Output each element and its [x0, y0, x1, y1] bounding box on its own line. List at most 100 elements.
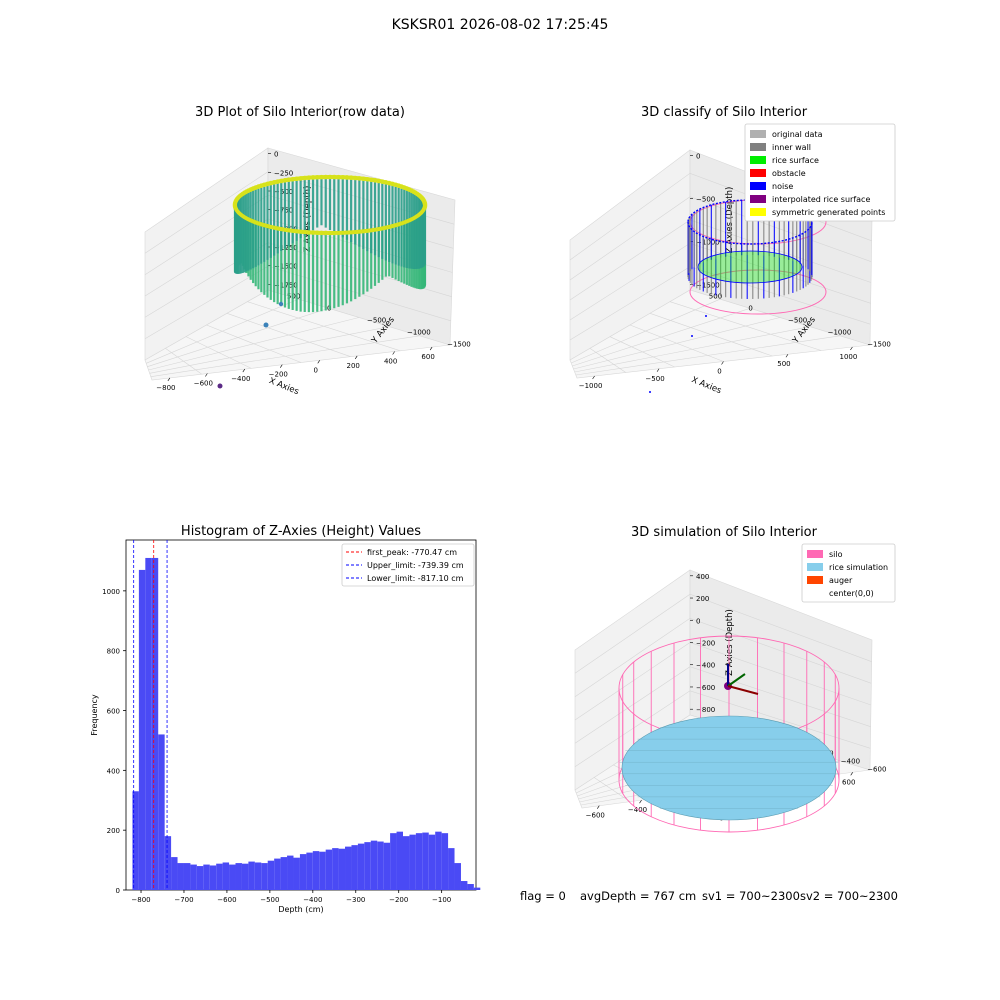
cls-grid-line [575, 335, 841, 376]
sim-xtick-mark [597, 805, 600, 809]
cls-xtick-label: −1000 [579, 382, 603, 390]
raw-x-axis-label: X Axies [267, 376, 300, 397]
cls-legend-label: inner wall [772, 143, 811, 152]
sim-xtick-mark [850, 772, 853, 776]
cls-legend-swatch [750, 182, 766, 190]
hist-legend-label: Lower_limit: -817.10 cm [367, 574, 464, 583]
hist-bar [460, 881, 468, 890]
cls-x-axis-label: X Axies [690, 375, 723, 396]
cls-xtick-mark [656, 368, 660, 372]
raw-point-cloud [232, 174, 428, 313]
hist-ytick-label: 800 [107, 648, 120, 656]
cls-xtick-label: −500 [645, 375, 664, 383]
cls-legend-label: interpolated rice surface [772, 195, 870, 204]
hist-bar [254, 862, 262, 890]
raw-ytick-label: −500 [367, 317, 386, 325]
hist-xtick-label: −700 [174, 896, 193, 904]
hist-bar [390, 833, 397, 890]
sim-ztick-label: 400 [696, 573, 709, 581]
cls-legend-label: original data [772, 130, 823, 139]
sim-legend-swatch [807, 550, 823, 558]
cls-legend-swatch [750, 156, 766, 164]
sim-legend-swatch [807, 563, 823, 571]
hist-bar [261, 863, 268, 890]
hist-bar [241, 863, 249, 890]
hist-bar [435, 831, 442, 890]
raw-xtick-mark [242, 368, 246, 373]
hist-bar [196, 866, 204, 890]
cls-xtick-mark [850, 346, 853, 351]
raw-outlier-point [217, 383, 223, 389]
hist-bar [280, 857, 288, 890]
sim-ztick-label: 0 [696, 617, 700, 625]
sim-z-axis-label: Z Axies (Depth) [725, 609, 735, 676]
sim-legend-swatch [807, 576, 823, 584]
sim-grid-line [574, 593, 872, 674]
cls-xtick-label: 0 [717, 368, 721, 376]
raw-xtick-label: 0 [313, 366, 317, 374]
hist-bar [338, 848, 346, 890]
sim-x-arrow [727, 685, 759, 695]
raw-xtick-label: −400 [231, 375, 250, 383]
raw-ztick-label: −500 [274, 188, 293, 196]
cls-legend-box [744, 123, 896, 222]
hist-xtick-label: −500 [260, 896, 279, 904]
sim-ztick-label: −800 [696, 706, 715, 714]
hist-xtick-label: −100 [432, 896, 451, 904]
raw-xtick-label: −800 [156, 384, 175, 392]
hist-bar [370, 840, 378, 890]
cls-z-axis-label: Z Axies (Depth) [725, 187, 735, 254]
hist-bar [467, 884, 474, 890]
raw-xtick-label: 400 [384, 358, 397, 366]
hist-bar [448, 848, 455, 890]
raw-outlier-point [263, 322, 269, 328]
cls-legend-swatch [750, 195, 766, 203]
sim-ytick-label: −400 [841, 758, 860, 766]
sim-legend-label: rice simulation [829, 563, 888, 572]
hist-xtick-label: −300 [346, 896, 365, 904]
cls-legend-label: noise [772, 182, 793, 191]
hist-bar [177, 863, 184, 890]
flag-readout: flag = 0 [520, 889, 566, 903]
cls-ytick-label: 500 [709, 292, 722, 300]
raw-outlier-point [278, 301, 284, 307]
sim-legend-label: center(0,0) [829, 589, 874, 598]
hist-bar [145, 557, 152, 890]
cls-noise-point [705, 315, 707, 317]
sim-ztick-label: 200 [696, 595, 709, 603]
raw-xtick-mark [205, 373, 208, 377]
hist-xtick-label: −400 [303, 896, 322, 904]
hist-bar [274, 858, 281, 890]
sim-rice-mesh [619, 727, 839, 809]
sim-ztick-label: −200 [696, 640, 715, 648]
cls-ztick-label: −1500 [696, 281, 720, 289]
hist-bar [138, 569, 146, 890]
hist-bar [158, 734, 165, 890]
hist-bar [222, 862, 230, 890]
hist-ytick-label: 1000 [102, 588, 120, 596]
hist-bar [183, 863, 191, 890]
cls-legend-swatch [750, 130, 766, 138]
cls-legend-label: obstacle [772, 169, 806, 178]
hist-bar [190, 864, 197, 890]
cls-legend-swatch [750, 208, 766, 216]
cls-xtick-mark [785, 354, 789, 358]
hist-bar [164, 836, 172, 890]
cls-ztick-label: −500 [696, 196, 715, 204]
sim-rice-surface [621, 715, 837, 821]
cls-legend-label: symmetric generated points [772, 208, 885, 217]
sim-title: 3D simulation of Silo Interior [631, 525, 818, 540]
cls-title: 3D classify of Silo Interior [641, 105, 808, 120]
raw-xtick-label: −200 [269, 371, 288, 379]
cls-ytick-label: 0 [748, 304, 752, 312]
raw-ztick-label: 0 [274, 151, 278, 159]
sim-xtick-label: 600 [842, 778, 855, 786]
sim-grid-line [574, 690, 871, 767]
hist-bar [345, 846, 352, 890]
hist-bar [306, 852, 313, 890]
hist-bar [332, 848, 339, 890]
hist-bars [132, 557, 481, 890]
depth-histogram-panel: −800 −700 −600 −500 −400 −300 −200 −100 0 200 400 6… [90, 524, 481, 914]
cls-point-cloud [687, 199, 827, 315]
